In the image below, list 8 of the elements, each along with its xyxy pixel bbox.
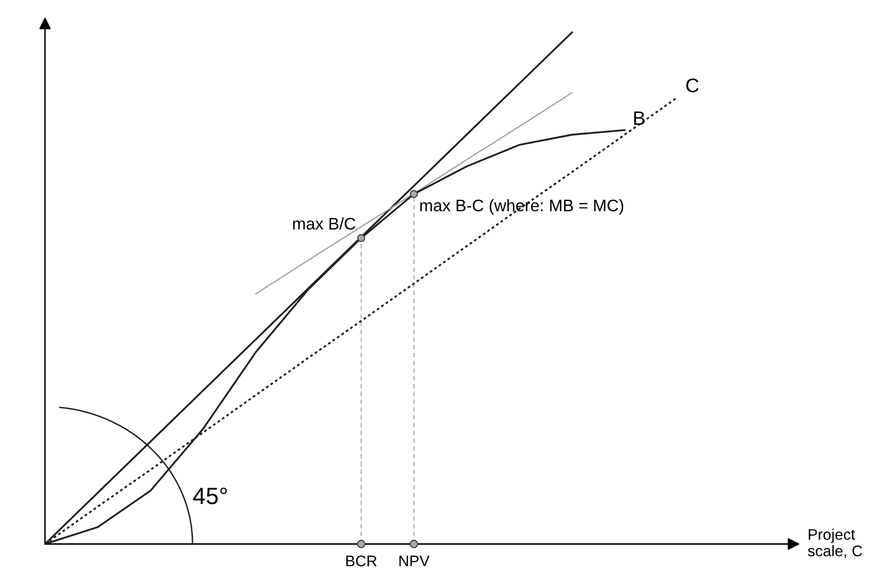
x-axis-title: Project scale, C	[808, 528, 862, 558]
x-tick-label: NPV	[399, 556, 430, 566]
series-label: B	[634, 111, 645, 125]
annotation: max B-C (where: MB = MC)	[420, 199, 624, 215]
series-label: C	[686, 78, 699, 92]
x-tick-label: BCR	[346, 556, 377, 566]
annotation: max B/C	[293, 217, 356, 230]
annotation: 45°	[193, 488, 227, 504]
